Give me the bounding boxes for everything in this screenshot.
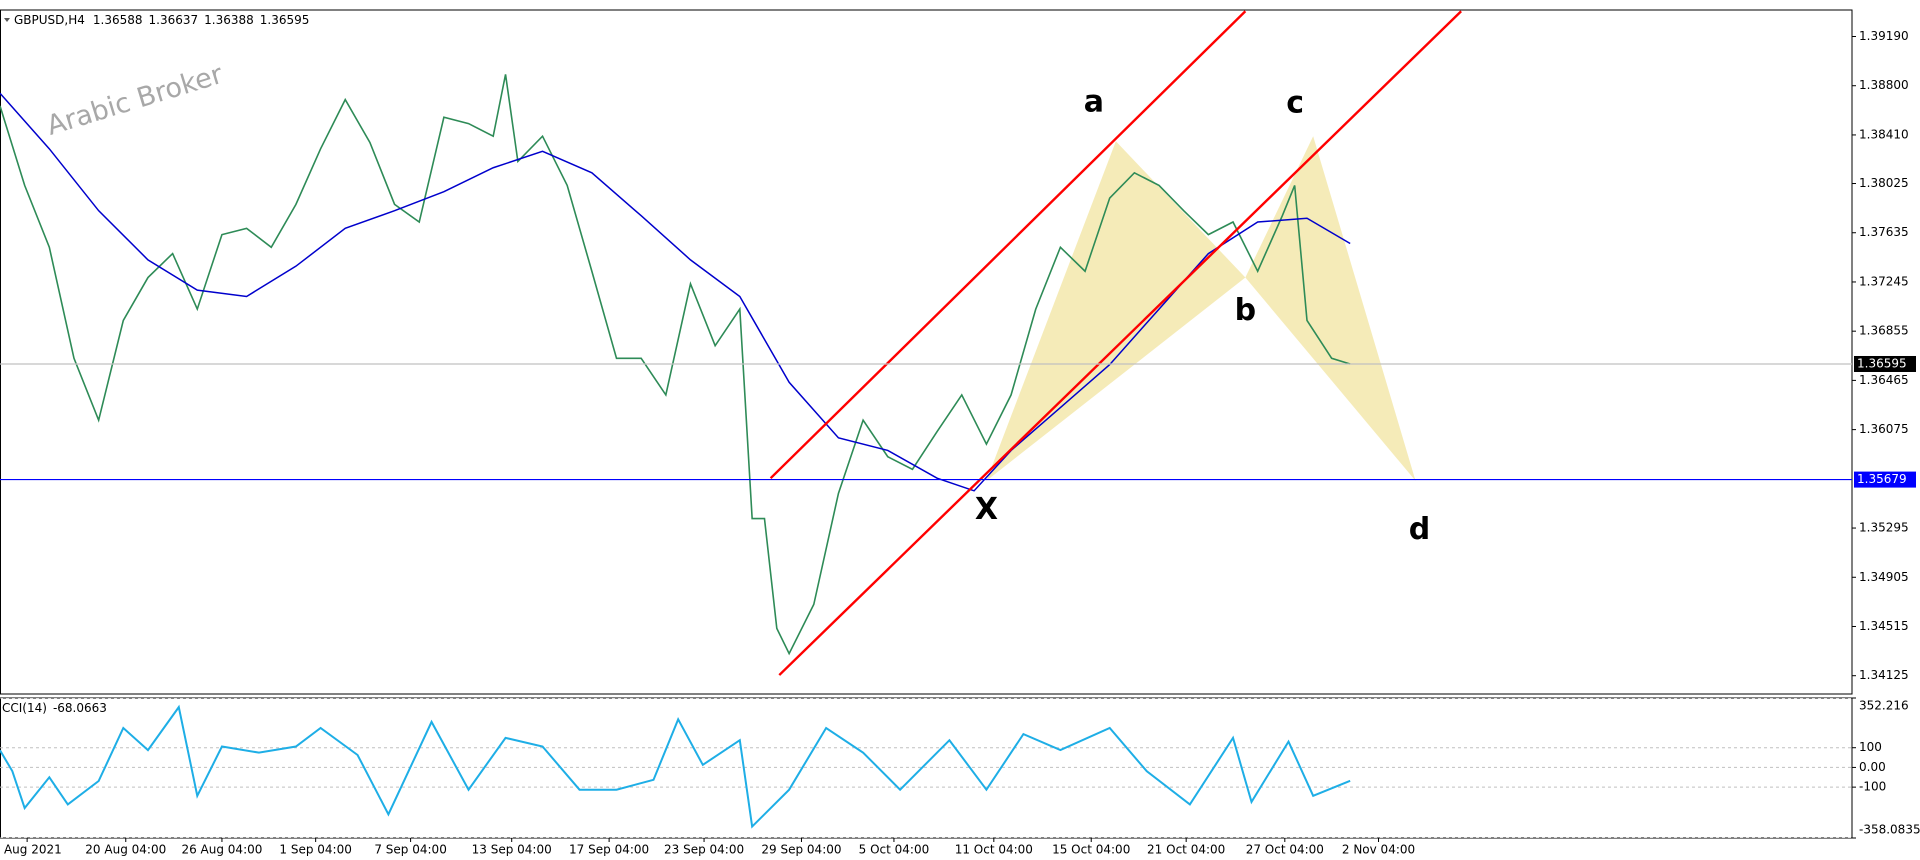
y-tick-label: 352.216 — [1859, 699, 1909, 713]
trendline — [778, 10, 1462, 676]
y-tick-label: -358.0835 — [1859, 823, 1920, 837]
x-tick-label: 27 Oct 04:00 — [1246, 843, 1324, 857]
indicator-name: CCI(14) — [2, 701, 47, 715]
pattern-label: a — [1084, 85, 1104, 120]
price-level-box — [1854, 355, 1916, 372]
y-tick-label: 1.34125 — [1859, 668, 1909, 682]
x-tick-label: 26 Aug 04:00 — [181, 843, 262, 857]
y-tick-label: -100 — [1859, 780, 1886, 794]
price-line — [0, 74, 1351, 656]
harmonic-triangle — [986, 141, 1246, 481]
y-tick-label: 1.38410 — [1859, 127, 1909, 141]
x-tick-label: 5 Aug 2021 — [0, 843, 62, 857]
symbol: GBPUSD,H4 — [14, 13, 85, 27]
y-tick-label: 1.39190 — [1859, 29, 1909, 43]
close: 1.36595 — [260, 13, 310, 27]
x-tick-label: 29 Sep 04:00 — [761, 843, 841, 857]
y-tick-label: 1.36855 — [1859, 324, 1909, 338]
plot-layer: 1.39190 1.38800 1.38410 1.38025 1.37635 1.372… — [0, 10, 1920, 857]
x-tick-label: 20 Aug 04:00 — [85, 843, 166, 857]
pattern-label: c — [1286, 86, 1304, 121]
x-tick-label: 23 Sep 04:00 — [664, 843, 744, 857]
y-tick-label: 100 — [1859, 740, 1882, 754]
y-tick-label: 1.36075 — [1859, 422, 1909, 436]
y-tick-label: 1.38025 — [1859, 176, 1909, 190]
open: 1.36588 — [93, 13, 143, 27]
y-tick-label: 1.34905 — [1859, 570, 1909, 584]
x-tick-label: 7 Sep 04:00 — [374, 843, 446, 857]
symbol-header: GBPUSD,H4 1.36588 1.36637 1.36388 1.36595 — [14, 13, 309, 27]
x-tick-label: 5 Oct 04:00 — [859, 843, 930, 857]
price-level-box — [1854, 471, 1916, 488]
harmonic-triangle — [1245, 136, 1416, 481]
indicator-value: -68.0663 — [53, 701, 107, 715]
moving-average — [0, 92, 1351, 492]
low: 1.36388 — [204, 13, 254, 27]
pattern-label: d — [1409, 512, 1430, 547]
y-tick-label: 1.34515 — [1859, 619, 1909, 633]
cci-plot — [0, 698, 1852, 838]
price-plot — [0, 10, 1462, 676]
price-panel-frame — [0, 9, 1853, 695]
high: 1.36637 — [149, 13, 199, 27]
y-tick-label: 1.36465 — [1859, 373, 1909, 387]
cci-line — [0, 704, 1351, 829]
price-level-label: 1.36595 — [1857, 356, 1907, 370]
x-tick-label: 13 Sep 04:00 — [472, 843, 552, 857]
y-tick-label: 1.37245 — [1859, 274, 1909, 288]
y-tick-label: 1.37635 — [1859, 225, 1909, 239]
price-level-label: 1.35679 — [1857, 472, 1907, 486]
x-tick-label: 21 Oct 04:00 — [1147, 843, 1225, 857]
x-tick-label: 17 Sep 04:00 — [569, 843, 649, 857]
symbol-icon — [4, 18, 10, 22]
y-tick-label: 0.00 — [1859, 760, 1886, 774]
x-tick-label: 2 Nov 04:00 — [1342, 843, 1415, 857]
y-tick-label: 1.35295 — [1859, 521, 1909, 535]
trendline — [769, 10, 1247, 480]
x-tick-label: 15 Oct 04:00 — [1052, 843, 1130, 857]
pattern-label: X — [975, 492, 998, 527]
pattern-label: b — [1235, 293, 1256, 328]
y-tick-label: 1.38800 — [1859, 78, 1909, 92]
x-tick-label: 11 Oct 04:00 — [955, 843, 1033, 857]
x-tick-label: 1 Sep 04:00 — [279, 843, 351, 857]
indicator-header: CCI(14) -68.0663 — [2, 701, 107, 715]
